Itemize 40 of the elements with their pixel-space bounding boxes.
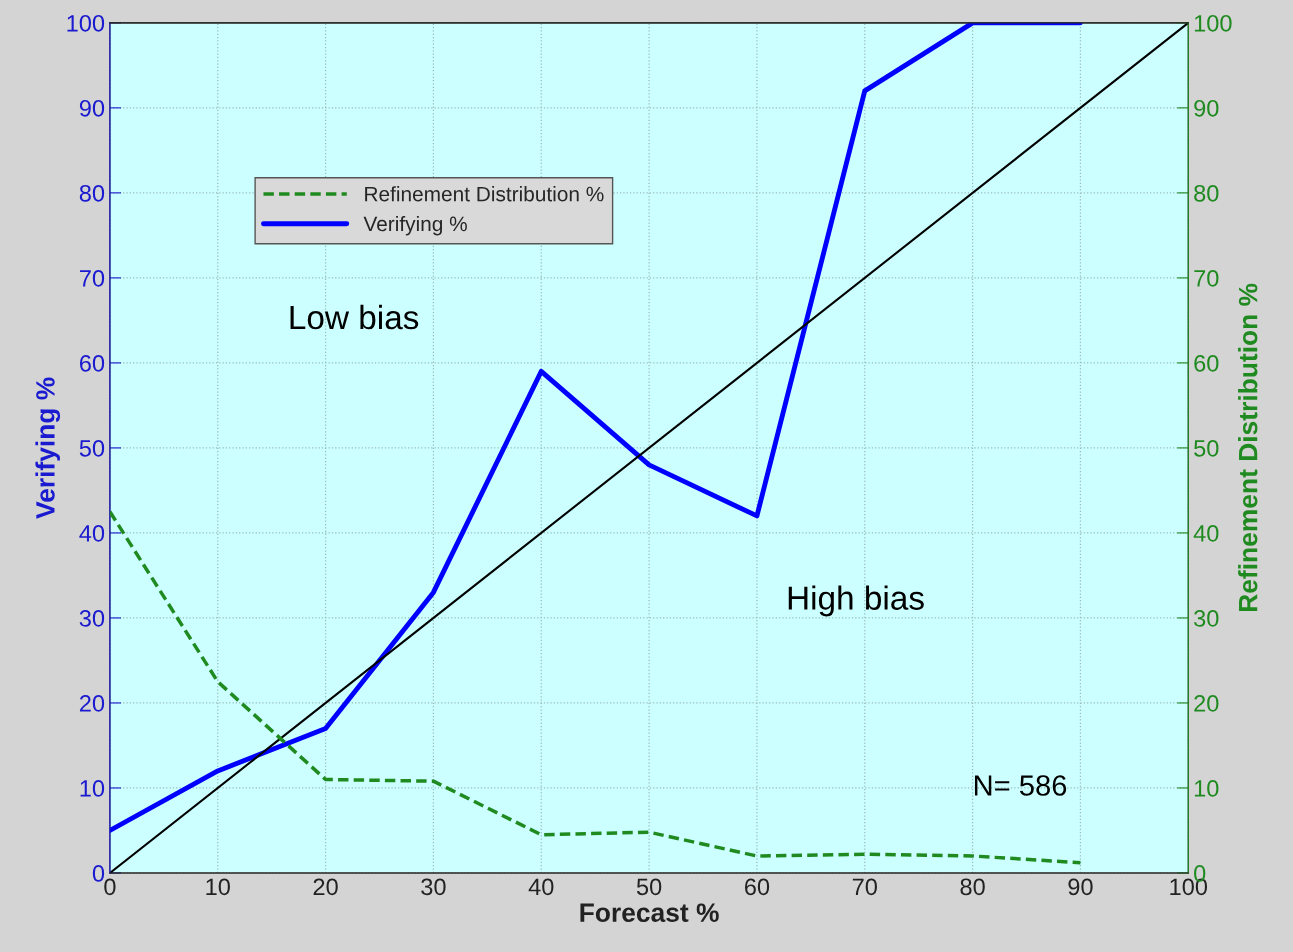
y2-tick-label: 50 (1194, 439, 1219, 457)
legend-label: Verifying % (363, 215, 467, 236)
y-axis-title: Verifying % (35, 377, 61, 519)
y-tick-label: 60 (79, 354, 105, 372)
y-tick-label: 20 (79, 695, 105, 712)
y2-tick-label: 60 (1194, 354, 1219, 372)
x-tick-label: 70 (852, 878, 877, 896)
annotation: Low bias (290, 304, 419, 330)
annotation: N= 586 (974, 775, 1067, 796)
y2-tick-label: 20 (1194, 695, 1219, 712)
legend-label: Refinement Distribution % (365, 186, 604, 202)
x-tick-label: 80 (960, 878, 985, 896)
y2-tick-label: 80 (1194, 184, 1219, 202)
y2-tick-label: 40 (1193, 525, 1219, 542)
annotation: High bias (788, 585, 924, 617)
y-tick-label: 10 (80, 780, 105, 797)
x-axis-title: Forecast % (580, 903, 719, 923)
line-series (109, 509, 1083, 865)
y-tick-label: 30 (79, 610, 105, 627)
x-tick-label: 40 (528, 878, 554, 896)
x-tick-label: 90 (1068, 878, 1093, 896)
x-tick-label: 0 (104, 878, 116, 896)
y-tick-label: 40 (79, 525, 105, 542)
y-tick-label: 80 (79, 184, 105, 202)
y-tick-label: 50 (79, 439, 105, 457)
y2-tick-label: 10 (1194, 780, 1219, 797)
y2-tick-label: 30 (1194, 610, 1219, 627)
y-tick-label: 100 (67, 14, 105, 32)
x-tick-label: 30 (421, 878, 446, 896)
y2-tick-label: 70 (1194, 269, 1219, 287)
y2-tick-label: 90 (1194, 99, 1219, 117)
y2-tick-label: 100 (1194, 14, 1232, 32)
x-tick-label: 50 (636, 878, 662, 896)
y2-axis-title: Refinement Distribution % (1238, 283, 1258, 612)
y-tick-label: 90 (79, 99, 105, 117)
y-tick-label: 0 (92, 865, 105, 882)
x-tick-label: 10 (206, 878, 230, 896)
x-tick-label: 60 (744, 878, 770, 896)
x-tick-label: 20 (313, 878, 338, 896)
y-tick-label: 70 (79, 269, 105, 287)
